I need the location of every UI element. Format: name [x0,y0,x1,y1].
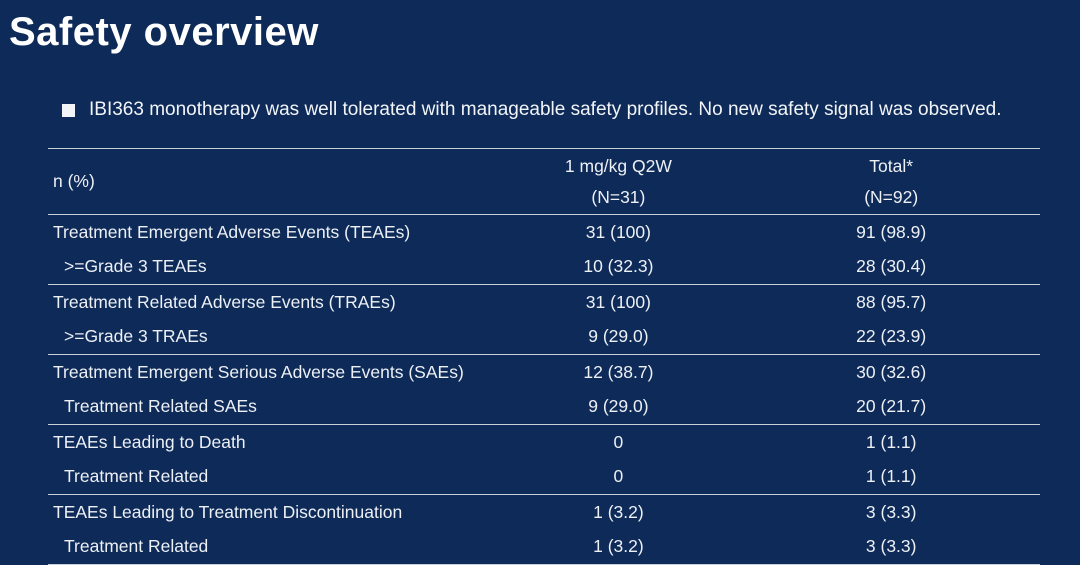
value-q2w: 1 (3.2) [593,501,644,522]
row-label: Treatment Related [64,466,209,487]
row-label: Treatment Emergent Serious Adverse Event… [53,361,464,382]
value-q2w: 0 [613,431,624,452]
table-header: n (%) 1 mg/kg Q2W (N=31) Total* (N=92) [48,148,1040,215]
value-total: 20 (21.7) [856,396,927,417]
table-row: >=Grade 3 TRAEs 9 (29.0) 22 (23.9) [48,320,1040,355]
table-row: TEAEs Leading to Death 0 1 (1.1) [48,425,1040,460]
table-row: TEAEs Leading to Treatment Discontinuati… [48,495,1040,530]
value-q2w: 31 (100) [585,221,651,242]
value-q2w: 0 [613,466,624,487]
value-total: 88 (95.7) [856,291,927,312]
row-label: Treatment Related [64,536,209,556]
col-header-total-label: Total* [869,155,914,176]
page-title: Safety overview [9,10,319,54]
safety-table-body: Treatment Emergent Adverse Events (TEAEs… [48,215,1040,565]
row-label: >=Grade 3 TEAEs [64,256,207,277]
bullet-square-icon [62,103,75,117]
table-row: Treatment Emergent Serious Adverse Event… [48,355,1040,390]
bullet-item: IBI363 monotherapy was well tolerated wi… [62,99,1080,121]
col-header-n-pct: n (%) [53,171,95,191]
value-total: 1 (1.1) [865,431,917,452]
table-row: Treatment Related 1 (3.2) 3 (3.3) [48,530,1040,565]
value-total: 91 (98.9) [856,221,927,242]
table-row: Treatment Related Adverse Events (TRAEs)… [48,285,1040,320]
col-header-total-n: (N=92) [864,186,919,207]
row-label: TEAEs Leading to Treatment Discontinuati… [53,501,403,522]
value-q2w: 1 (3.2) [593,536,644,556]
col-header-q2w: 1 mg/kg Q2W (N=31) [494,149,742,215]
value-total: 30 (32.6) [856,361,927,382]
value-total: 22 (23.9) [856,326,927,347]
col-header-total: Total* (N=92) [742,149,1040,215]
slide: Safety overview IBI363 monotherapy was w… [0,10,1080,565]
table-row: Treatment Emergent Adverse Events (TEAEs… [48,215,1040,250]
value-q2w: 9 (29.0) [588,396,649,417]
col-header-q2w-n: (N=31) [591,186,646,207]
value-q2w: 12 (38.7) [583,361,654,382]
value-q2w: 31 (100) [585,291,651,312]
value-q2w: 9 (29.0) [588,326,649,347]
value-total: 3 (3.3) [865,536,917,556]
safety-table: n (%) 1 mg/kg Q2W (N=31) Total* (N=92) T… [48,148,1040,565]
value-total: 1 (1.1) [865,466,917,487]
row-label: Treatment Related SAEs [64,396,257,417]
row-label: Treatment Emergent Adverse Events (TEAEs… [53,221,411,242]
table-row: Treatment Related 0 1 (1.1) [48,460,1040,495]
bullet-text: IBI363 monotherapy was well tolerated wi… [89,99,1002,120]
row-label: >=Grade 3 TRAEs [64,326,208,347]
value-q2w: 10 (32.3) [583,256,654,277]
row-label: TEAEs Leading to Death [53,431,246,452]
table-row: >=Grade 3 TEAEs 10 (32.3) 28 (30.4) [48,250,1040,285]
col-header-q2w-label: 1 mg/kg Q2W [564,155,672,176]
row-label: Treatment Related Adverse Events (TRAEs) [53,291,396,312]
value-total: 28 (30.4) [856,256,927,277]
header-row: n (%) 1 mg/kg Q2W (N=31) Total* (N=92) [48,148,1040,215]
value-total: 3 (3.3) [865,501,917,522]
table-row: Treatment Related SAEs 9 (29.0) 20 (21.7) [48,390,1040,425]
